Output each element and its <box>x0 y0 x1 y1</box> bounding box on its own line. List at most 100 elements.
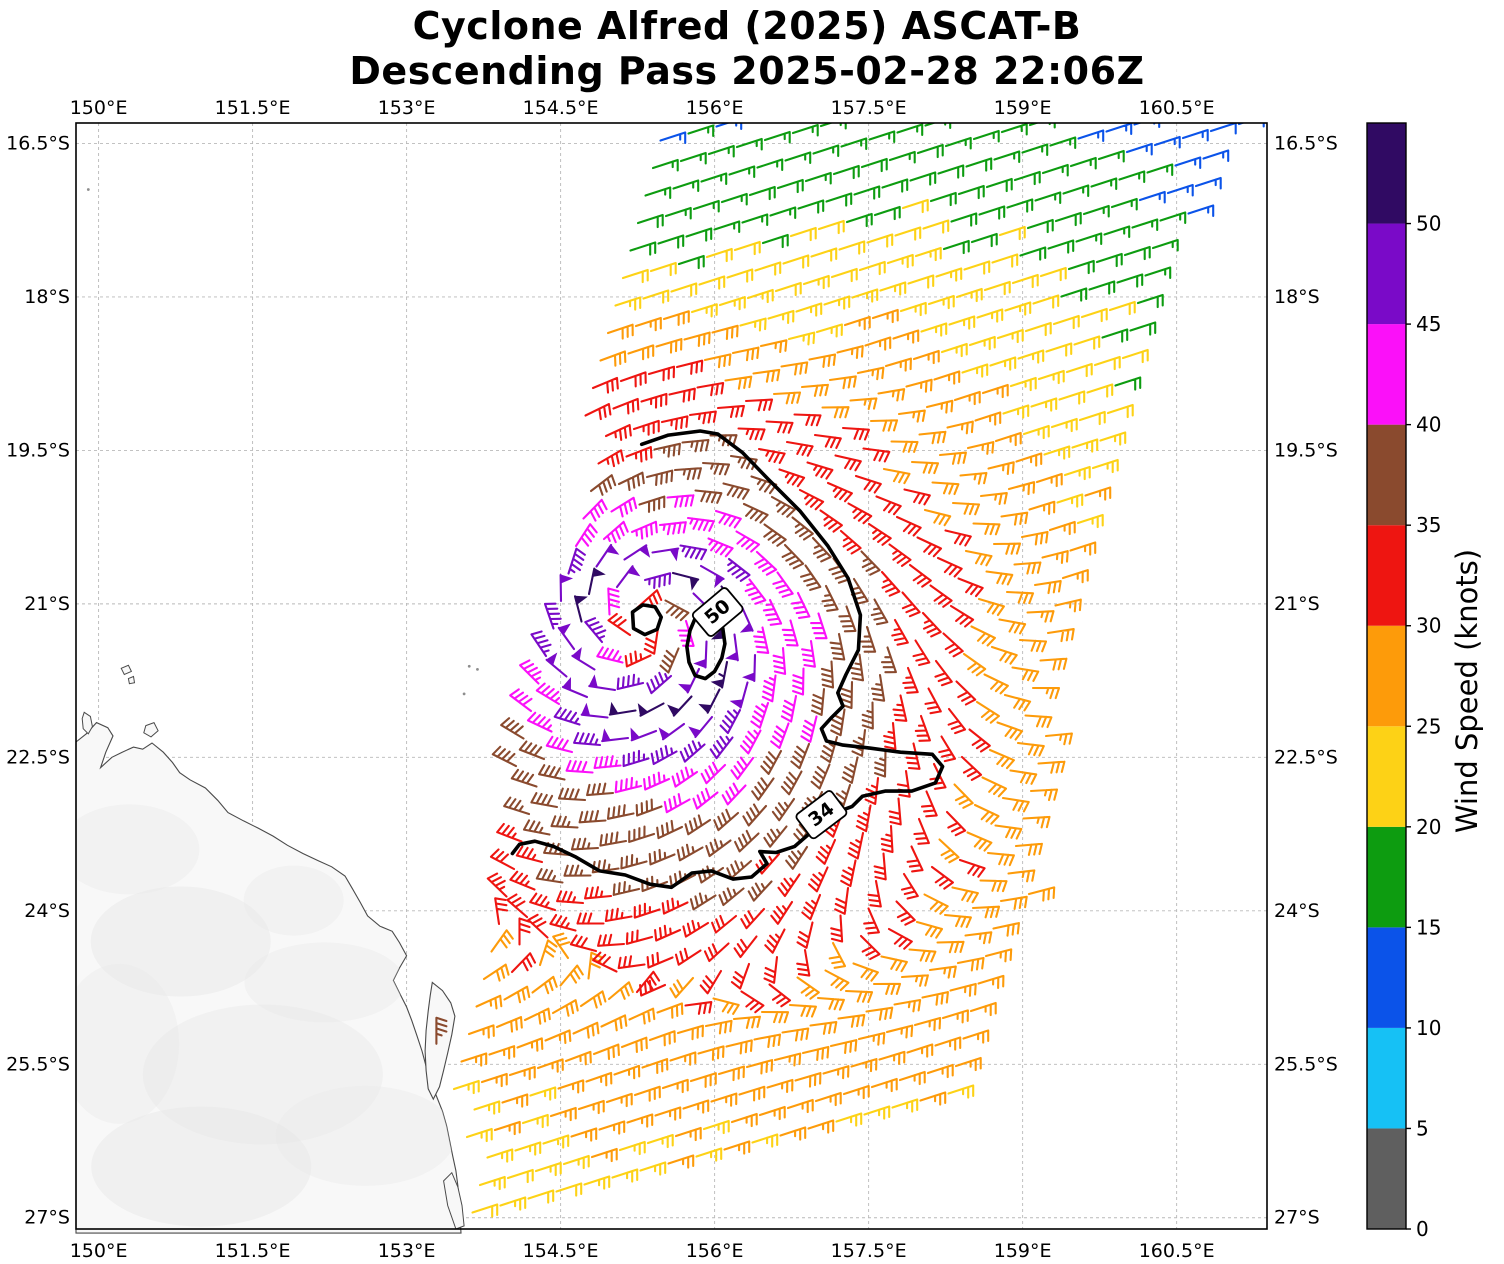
wind-barb <box>993 150 1021 164</box>
wind-barb <box>899 301 927 317</box>
wind-barb <box>888 150 916 164</box>
wind-barb <box>785 845 809 870</box>
wind-barb <box>636 589 663 609</box>
y-tick-label-left: 18°S <box>24 286 70 308</box>
wind-barb <box>614 776 643 794</box>
wind-barb <box>1000 511 1029 526</box>
wind-barb <box>703 353 732 369</box>
wind-barb <box>682 919 710 938</box>
wind-barb <box>654 924 682 942</box>
wind-barb <box>730 962 751 990</box>
wind-barb <box>975 700 1000 724</box>
wind-barb <box>891 618 909 646</box>
wind-barb <box>968 335 996 351</box>
colorbar-band <box>1367 424 1406 526</box>
wind-barb <box>1041 163 1069 177</box>
wind-barb <box>819 509 843 533</box>
wind-barb <box>689 892 717 911</box>
colorbar-tick-label: 40 <box>1416 413 1441 437</box>
wind-barb <box>766 1078 794 1094</box>
wind-barb <box>910 460 940 475</box>
wind-barb <box>1144 266 1172 280</box>
wind-barb <box>597 449 625 468</box>
wind-barb <box>567 547 586 575</box>
coastline-island <box>81 711 93 735</box>
wind-barb <box>841 756 859 784</box>
wind-barb <box>820 660 835 689</box>
wind-barb <box>1007 869 1036 883</box>
wind-barb <box>828 941 847 969</box>
wind-barb <box>1136 293 1164 309</box>
wind-barb <box>486 872 508 898</box>
colorbar-band <box>1367 123 1406 224</box>
wind-barb <box>864 336 892 351</box>
wind-barb <box>880 570 901 597</box>
wind-barb <box>795 302 823 317</box>
wind-barb <box>723 1140 751 1155</box>
wind-barb <box>529 1086 557 1101</box>
x-tick-label-top: 160.5°E <box>1139 97 1215 119</box>
wind-barb <box>475 994 503 1010</box>
wind-barb <box>998 225 1026 241</box>
wind-barb <box>667 1154 695 1169</box>
wind-barb <box>841 426 870 441</box>
wind-barb <box>840 137 868 151</box>
wind-barb <box>924 687 942 715</box>
wind-barb <box>960 755 983 781</box>
wind-barb <box>632 419 660 436</box>
wind-barb <box>633 902 661 919</box>
wind-barb <box>435 1016 448 1045</box>
wind-barb <box>754 261 782 276</box>
wind-barb <box>478 1175 506 1191</box>
wind-barb <box>972 129 1000 143</box>
wind-barb <box>729 681 749 709</box>
wind-barb <box>801 639 816 668</box>
wind-barb <box>801 893 822 921</box>
wind-barb <box>671 766 699 788</box>
wind-barb <box>647 365 676 382</box>
wind-barb <box>1016 741 1045 757</box>
x-tick-label-top: 156°E <box>686 97 744 119</box>
wind-barb <box>739 605 754 633</box>
wind-barb <box>641 1058 669 1075</box>
wind-barb <box>1065 362 1093 378</box>
wind-barb <box>908 948 937 963</box>
wind-barb <box>730 1112 758 1128</box>
wind-barb <box>779 1126 807 1141</box>
wind-barb <box>589 474 617 496</box>
wind-barb <box>646 671 673 695</box>
wind-barb <box>788 1003 817 1018</box>
wind-barb <box>597 933 626 947</box>
wind-barb <box>957 577 984 598</box>
wind-barb <box>767 309 795 325</box>
wind-barb <box>942 239 970 255</box>
wind-barb <box>565 759 594 774</box>
wind-barb <box>796 921 814 949</box>
wind-barb <box>623 544 651 561</box>
wind-barb <box>789 226 817 242</box>
wind-barb <box>791 516 814 541</box>
y-tick-label-right: 21°S <box>1274 593 1320 615</box>
wind-barb <box>850 577 869 605</box>
wind-barb <box>800 715 818 743</box>
wind-barb <box>651 158 679 172</box>
colorbar-band <box>1367 826 1406 928</box>
wind-barb <box>914 246 942 262</box>
wind-barb <box>733 240 761 256</box>
wind-barb <box>1106 403 1134 419</box>
wind-barb <box>695 1147 723 1162</box>
wind-barb <box>1091 458 1119 474</box>
wind-barb <box>604 907 633 923</box>
wind-barb <box>1006 198 1034 213</box>
x-tick-label-bottom: 157.5°E <box>831 1240 907 1262</box>
wind-barb <box>693 640 708 669</box>
wind-barb <box>1060 287 1088 302</box>
wind-barb <box>561 676 589 699</box>
wind-barb <box>688 410 717 425</box>
wind-barb <box>1054 211 1082 227</box>
wind-barb <box>496 822 523 843</box>
wind-barb <box>933 370 961 385</box>
wind-barb <box>912 639 931 667</box>
wind-barb <box>884 357 912 372</box>
wind-barb <box>921 611 942 638</box>
